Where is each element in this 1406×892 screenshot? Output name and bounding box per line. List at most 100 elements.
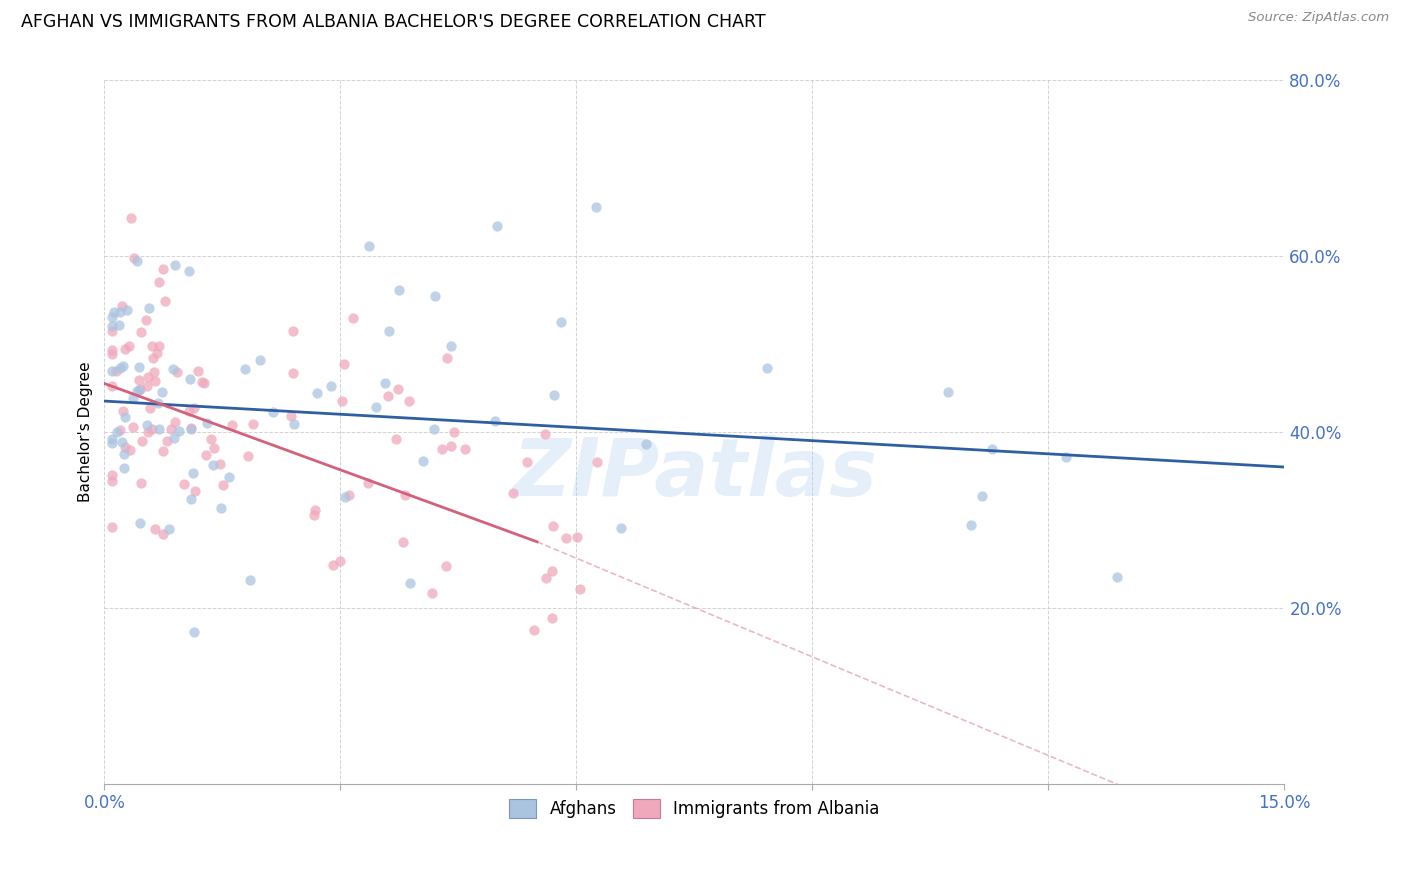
Point <box>202 441 225 455</box>
Point <box>377 324 399 338</box>
Point <box>236 449 259 463</box>
Point <box>131 434 153 449</box>
Point <box>970 489 993 503</box>
Point <box>183 625 205 640</box>
Point <box>333 490 356 504</box>
Point <box>163 431 186 445</box>
Point <box>337 488 360 502</box>
Point <box>543 388 565 402</box>
Point <box>177 404 200 418</box>
Point <box>359 238 381 252</box>
Text: AFGHAN VS IMMIGRANTS FROM ALBANIA BACHELOR'S DEGREE CORRELATION CHART: AFGHAN VS IMMIGRANTS FROM ALBANIA BACHEL… <box>21 13 766 31</box>
Point <box>152 527 174 541</box>
Point <box>111 299 134 313</box>
Point <box>138 301 160 316</box>
Point <box>342 310 364 325</box>
Point <box>502 485 524 500</box>
Point <box>114 410 136 425</box>
Point <box>155 294 177 309</box>
Point <box>981 442 1004 457</box>
Point <box>239 573 262 587</box>
Point <box>374 376 396 391</box>
Point <box>554 531 576 545</box>
Point <box>209 501 232 516</box>
Point <box>145 375 167 389</box>
Point <box>249 353 271 368</box>
Point <box>302 508 325 522</box>
Point <box>423 422 446 436</box>
Point <box>114 440 136 454</box>
Point <box>128 383 150 397</box>
Point <box>173 477 195 491</box>
Point <box>128 516 150 530</box>
Point <box>610 521 633 535</box>
Text: ZIPatlas: ZIPatlas <box>512 435 877 513</box>
Point <box>146 346 169 360</box>
Point <box>960 518 983 533</box>
Legend: Afghans, Immigrants from Albania: Afghans, Immigrants from Albania <box>503 792 886 825</box>
Point <box>434 559 457 574</box>
Point <box>412 454 434 468</box>
Point <box>180 421 202 435</box>
Point <box>101 343 124 358</box>
Point <box>221 417 243 432</box>
Point <box>121 391 143 405</box>
Point <box>139 401 162 415</box>
Point <box>150 384 173 399</box>
Point <box>180 491 202 506</box>
Point <box>420 586 443 600</box>
Point <box>135 313 157 327</box>
Point <box>440 439 463 453</box>
Point <box>142 351 165 365</box>
Point <box>101 310 124 324</box>
Point <box>357 475 380 490</box>
Point <box>108 423 131 437</box>
Point <box>200 433 222 447</box>
Point <box>104 364 127 378</box>
Y-axis label: Bachelor's Degree: Bachelor's Degree <box>79 361 93 502</box>
Point <box>398 394 420 409</box>
Point <box>152 443 174 458</box>
Point <box>122 419 145 434</box>
Point <box>485 219 508 233</box>
Point <box>128 373 150 387</box>
Point <box>128 359 150 374</box>
Point <box>212 478 235 492</box>
Point <box>125 384 148 398</box>
Point <box>110 304 132 318</box>
Point <box>101 432 124 446</box>
Point <box>218 470 240 484</box>
Point <box>377 389 399 403</box>
Point <box>148 275 170 289</box>
Point <box>565 530 588 544</box>
Point <box>523 623 546 637</box>
Point <box>107 318 129 333</box>
Point <box>183 401 205 415</box>
Point <box>101 318 124 333</box>
Point <box>181 466 204 480</box>
Point <box>534 571 557 585</box>
Point <box>179 372 201 386</box>
Point <box>163 415 186 429</box>
Point <box>166 365 188 379</box>
Point <box>283 417 305 431</box>
Point <box>120 211 142 226</box>
Point <box>387 383 409 397</box>
Point <box>364 400 387 414</box>
Point <box>541 519 564 533</box>
Point <box>208 457 231 471</box>
Point <box>141 422 163 436</box>
Point <box>179 264 201 278</box>
Point <box>101 364 124 378</box>
Point <box>242 417 264 432</box>
Point <box>540 611 562 625</box>
Point <box>636 437 658 451</box>
Point <box>148 421 170 435</box>
Point <box>129 475 152 490</box>
Point <box>101 435 124 450</box>
Point <box>193 376 215 391</box>
Point <box>101 520 124 534</box>
Point <box>430 442 453 457</box>
Point <box>534 426 557 441</box>
Point <box>936 385 959 400</box>
